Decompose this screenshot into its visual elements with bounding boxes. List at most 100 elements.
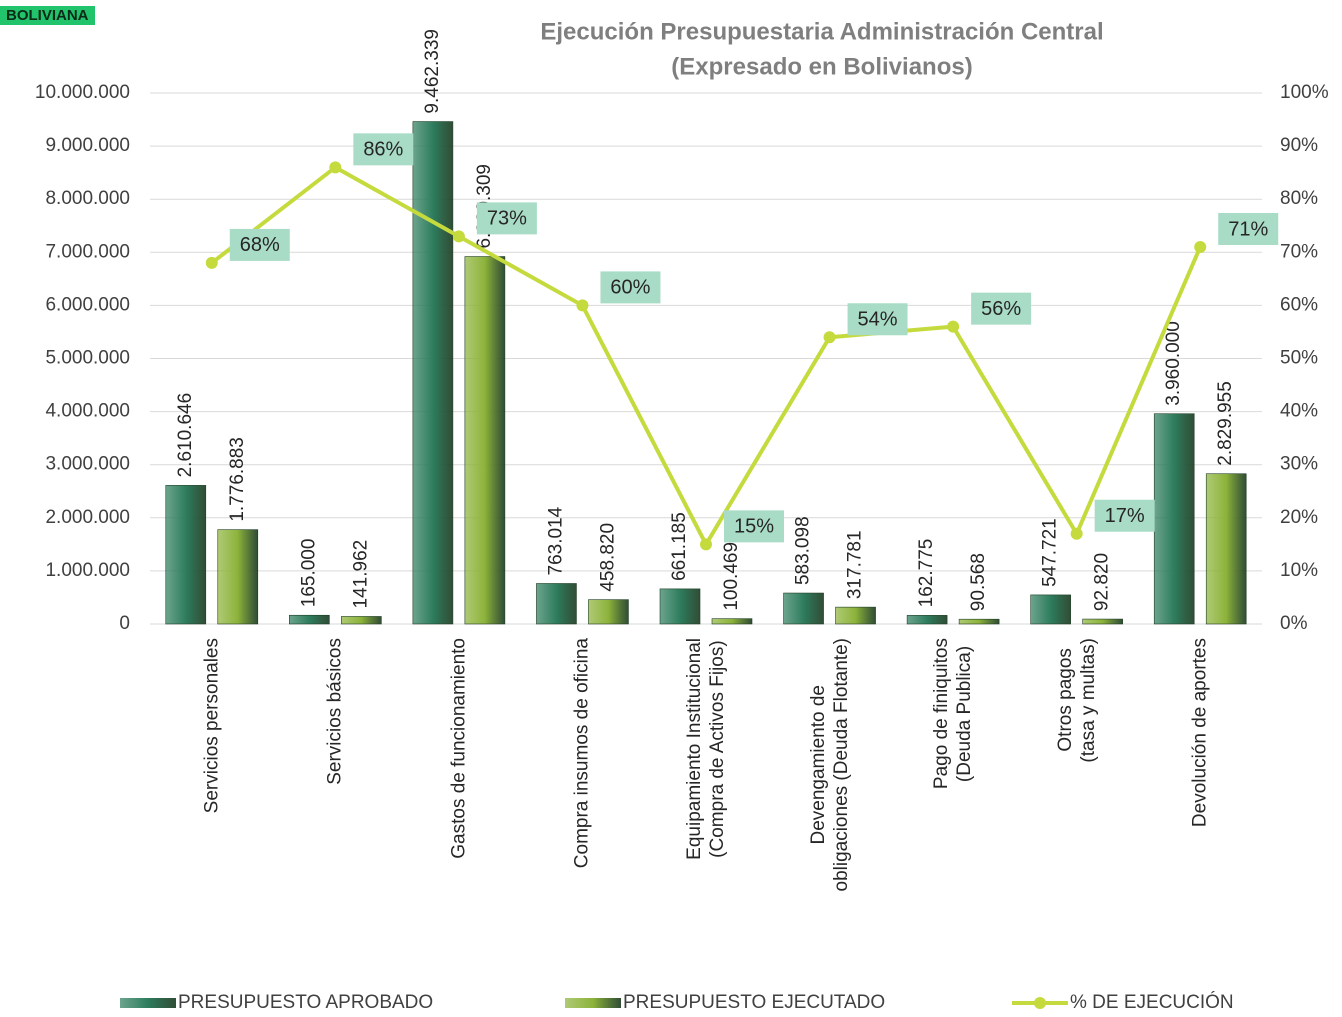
data-label: 1.776.883 xyxy=(227,437,248,522)
data-label: 60% xyxy=(610,277,650,299)
x-tick-label: Servicios básicos xyxy=(324,638,346,785)
bar xyxy=(464,256,506,625)
line xyxy=(210,164,1203,549)
data-label-box xyxy=(1094,499,1155,532)
data-label-box xyxy=(1218,212,1279,245)
bar xyxy=(1205,473,1247,625)
x-tick-label: Devengamiento de obligaciones (Deuda Flo… xyxy=(807,638,852,892)
legend-swatch xyxy=(120,998,176,1008)
x-tick-label: Devolución de aportes xyxy=(1189,638,1211,828)
y-tick-label: 1.000.000 xyxy=(45,560,130,581)
data-label-box xyxy=(476,202,537,235)
data-label: 92.820 xyxy=(1092,553,1113,611)
data-label: 2.829.955 xyxy=(1215,381,1236,466)
line-point xyxy=(576,299,589,312)
bar xyxy=(906,615,948,625)
y-tick-label: 8.000.000 xyxy=(45,188,130,209)
line-point xyxy=(205,256,218,269)
data-label: 317.781 xyxy=(845,530,866,599)
x-tick-label: Compra insumos de oficina xyxy=(571,638,593,869)
data-label: 547.721 xyxy=(1040,518,1061,587)
data-label: 90.568 xyxy=(968,553,989,611)
y-tick-label: 9.000.000 xyxy=(45,135,130,156)
y-tick-label: 10.000.000 xyxy=(35,82,130,103)
line-point xyxy=(452,230,465,243)
bar xyxy=(711,618,753,625)
legend-swatch xyxy=(565,998,621,1008)
y2-tick-label: 90% xyxy=(1280,135,1318,156)
data-label-box xyxy=(724,510,784,543)
y-tick-label: 6.000.000 xyxy=(45,294,130,315)
y2-tick-label: 60% xyxy=(1280,294,1318,315)
legend-label: PRESUPUESTO APROBADO xyxy=(178,992,433,1013)
data-label: 9.462.339 xyxy=(422,29,443,114)
y-tick-label: 0 xyxy=(119,613,130,634)
bar xyxy=(835,606,876,625)
y-tick-label: 7.000.000 xyxy=(45,241,130,262)
data-label: 17% xyxy=(1105,505,1145,527)
bar xyxy=(1082,618,1123,625)
data-label: 56% xyxy=(981,298,1021,320)
x-tick-label: Otros pagos (tasa y multas) xyxy=(1054,638,1099,763)
bar xyxy=(412,121,454,625)
data-label: 86% xyxy=(363,139,403,161)
bar xyxy=(588,599,629,625)
y2-tick-label: 40% xyxy=(1280,401,1318,422)
data-label: 661.185 xyxy=(669,512,690,581)
legend-label: PRESUPUESTO EJECUTADO xyxy=(623,992,885,1013)
y2-tick-label: 20% xyxy=(1280,507,1318,528)
y2-tick-label: 0% xyxy=(1280,613,1308,634)
x-tick-label: Pago de finiquitos (Deuda Publica) xyxy=(931,638,976,790)
bar xyxy=(536,583,577,625)
legend-swatch xyxy=(1034,997,1046,1009)
data-label: 3.960.000 xyxy=(1163,321,1184,406)
data-label-box xyxy=(847,303,908,336)
data-label: 54% xyxy=(858,309,898,331)
data-label: 68% xyxy=(240,234,280,256)
y-tick-label: 2.000.000 xyxy=(45,507,130,528)
x-tick-label: Servicios personales xyxy=(201,638,223,814)
data-label: 763.014 xyxy=(545,506,566,575)
legend-label: % DE EJECUCIÓN xyxy=(1070,991,1234,1013)
line-point xyxy=(329,161,342,174)
y-tick-label: 3.000.000 xyxy=(45,454,130,475)
y2-tick-label: 30% xyxy=(1280,454,1318,475)
y2-tick-label: 70% xyxy=(1280,241,1318,262)
data-label-box xyxy=(229,228,290,261)
bar xyxy=(165,485,207,625)
y-tick-label: 4.000.000 xyxy=(45,401,130,422)
data-label: 162.775 xyxy=(916,539,937,608)
y2-tick-label: 100% xyxy=(1280,82,1329,103)
bar xyxy=(958,618,1000,625)
bar xyxy=(217,529,259,625)
bar xyxy=(289,614,330,625)
data-label-box xyxy=(353,133,414,166)
y2-tick-label: 80% xyxy=(1280,188,1318,209)
line-point xyxy=(947,320,960,333)
line-point xyxy=(823,331,836,344)
chart-subtitle: (Expresado en Bolivianos) xyxy=(671,53,972,80)
data-label: 458.820 xyxy=(597,523,618,592)
x-tick-label: Equipamiento Institucional (Compra de Ac… xyxy=(684,638,728,860)
data-label: 15% xyxy=(734,516,774,538)
bar xyxy=(1030,594,1071,625)
y2-tick-label: 10% xyxy=(1280,560,1318,581)
data-label: 73% xyxy=(487,208,527,230)
bar xyxy=(783,592,824,625)
chart-title: Ejecución Presupuestaria Administración … xyxy=(540,18,1103,45)
data-label: 141.962 xyxy=(350,540,371,609)
bar xyxy=(341,616,382,625)
y-tick-label: 5.000.000 xyxy=(45,348,130,369)
data-label: 71% xyxy=(1228,218,1268,240)
header-label: BOLIVIANA xyxy=(0,6,95,25)
y2-tick-label: 50% xyxy=(1280,348,1318,369)
data-label: 583.098 xyxy=(793,516,814,585)
data-label: 100.469 xyxy=(721,542,742,611)
bar xyxy=(1153,413,1195,625)
bar xyxy=(659,588,701,625)
data-label-box xyxy=(971,292,1032,325)
data-label-box xyxy=(600,271,661,304)
line-point xyxy=(1194,240,1207,253)
